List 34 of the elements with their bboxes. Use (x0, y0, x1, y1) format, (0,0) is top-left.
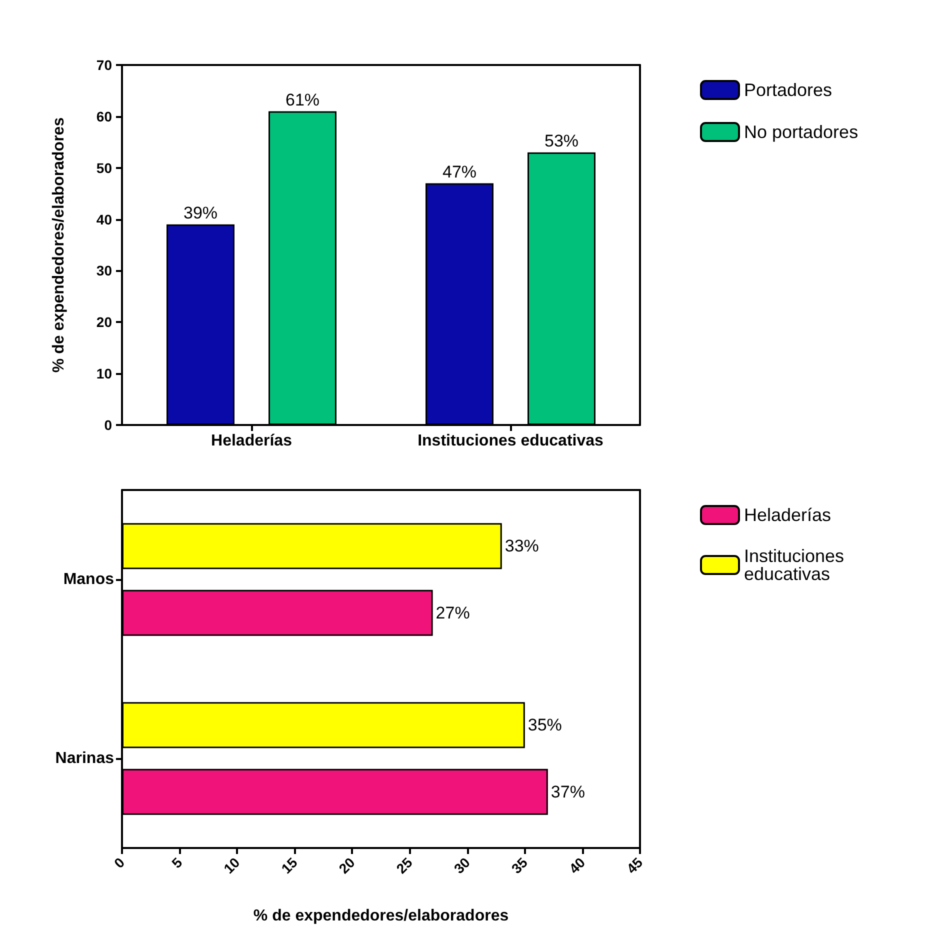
x-tick-label: 20 (336, 854, 358, 877)
y-tick-label: 40 (96, 211, 112, 228)
data-label: 37% (550, 782, 585, 802)
y-axis-title: % de expendedores/elaboradores (50, 117, 68, 373)
data-label: 35% (528, 716, 562, 735)
x-tick-label: 25 (393, 854, 416, 877)
x-tick-label: 45 (623, 854, 646, 877)
y-tick-label: Narinas (55, 750, 114, 767)
y-tick-label: 60 (96, 108, 112, 124)
data-label: 47% (442, 162, 477, 182)
legend-label: Instituciones educativas (744, 546, 850, 584)
legend-label: Portadores (744, 80, 832, 100)
x-tick-label: 5 (168, 854, 186, 872)
x-tick-label: 15 (278, 854, 300, 877)
y-tick-label: 30 (96, 262, 112, 279)
x-tick-label: 35 (508, 854, 531, 877)
x-tick-label: 40 (566, 854, 588, 877)
data-label: 61% (285, 90, 320, 110)
x-tick-label: 10 (220, 854, 243, 877)
data-label: 33% (504, 536, 539, 556)
legend-label: No portadores (744, 122, 858, 142)
y-tick-label: 20 (96, 314, 112, 330)
y-tick-label: 10 (96, 366, 112, 382)
y-tick-label: 0 (104, 417, 112, 433)
data-label: 53% (544, 131, 579, 150)
legend-label: Heladerías (744, 505, 832, 525)
y-tick-label: Manos (63, 571, 114, 588)
x-axis-title: % de expendedores/elaboradores (253, 908, 509, 924)
y-tick-label: 50 (96, 160, 112, 176)
x-tick-label: 30 (450, 854, 474, 877)
data-label: 39% (183, 203, 218, 222)
data-label: 27% (436, 603, 470, 622)
y-tick-label: 70 (96, 57, 112, 73)
x-tick-label: 0 (110, 854, 128, 872)
